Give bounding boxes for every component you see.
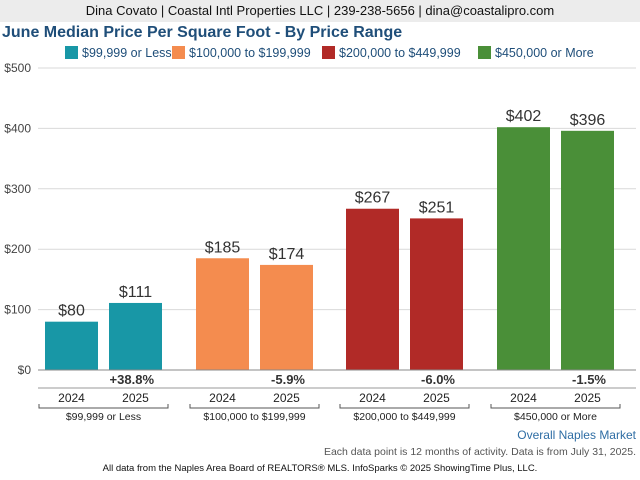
- x-axis: 2024 2025 $99,999 or Less 2024 2025 $100,000 …: [38, 369, 636, 423]
- y-tick-label-100: $100: [4, 303, 31, 317]
- x-tick-year-group2-2025: 2025: [273, 391, 300, 405]
- group-bracket-3: [339, 404, 470, 409]
- change-label-group1: +38.8%: [110, 372, 155, 387]
- contact-header: Dina Covato | Coastal Intl Properties LL…: [0, 0, 640, 22]
- data-label-group2-2024: $185: [205, 239, 241, 256]
- bar-group1-2024: [45, 321, 98, 370]
- bar-group2-2025: [260, 264, 313, 370]
- change-label-group4: -1.5%: [572, 372, 606, 387]
- bar-group4-2024: [497, 127, 550, 370]
- group-label-1: $99,999 or Less: [66, 411, 141, 423]
- change-label-group3: -6.0%: [421, 372, 455, 387]
- group-label-3: $200,000 to $449,999: [353, 411, 455, 423]
- x-tick-year-group4-2025: 2025: [574, 391, 601, 405]
- y-tick-label-500: $500: [4, 61, 31, 75]
- bars: $80 $111 +38.8% $185 $174 -5.9% $267 $251 -6.0% $…: [45, 108, 614, 387]
- y-tick-label-0: $0: [18, 363, 32, 377]
- x-tick-year-group2-2024: 2024: [209, 391, 236, 405]
- group-bracket-1: [38, 404, 169, 409]
- legend-swatch-1: [65, 46, 78, 59]
- group-bracket-4: [490, 404, 621, 409]
- bar-group4-2025: [561, 130, 614, 370]
- region-label: Overall Naples Market: [517, 428, 636, 442]
- legend-label-4: $450,000 or More: [495, 46, 594, 60]
- group-bracket-2: [189, 404, 320, 409]
- data-label-group3-2024: $267: [355, 190, 391, 207]
- data-label-group2-2025: $174: [269, 246, 305, 263]
- data-note: Each data point is 12 months of activity…: [323, 446, 636, 458]
- data-label-group4-2024: $402: [506, 108, 542, 125]
- change-label-group2: -5.9%: [271, 372, 305, 387]
- group-label-2: $100,000 to $199,999: [203, 411, 305, 423]
- y-tick-label-200: $200: [4, 242, 31, 256]
- legend-label-1: $99,999 or Less: [82, 46, 172, 60]
- bar-group3-2024: [346, 208, 399, 370]
- y-tick-label-300: $300: [4, 182, 31, 196]
- legend-swatch-2: [172, 46, 185, 59]
- x-tick-year-group3-2024: 2024: [359, 391, 386, 405]
- legend-label-2: $100,000 to $199,999: [189, 46, 311, 60]
- data-label-group3-2025: $251: [419, 199, 455, 216]
- legend-label-3: $200,000 to $449,999: [339, 46, 461, 60]
- data-label-group1-2024: $80: [58, 303, 85, 320]
- bar-group2-2024: [196, 258, 249, 370]
- bar-group3-2025: [410, 218, 463, 370]
- group-label-4: $450,000 or More: [514, 411, 597, 423]
- legend-swatch-3: [322, 46, 335, 59]
- chart-title: June Median Price Per Square Foot - By P…: [2, 24, 403, 41]
- x-tick-year-group1-2024: 2024: [58, 391, 85, 405]
- data-label-group4-2025: $396: [570, 112, 606, 129]
- bar-group1-2025: [109, 302, 162, 370]
- legend-swatch-4: [478, 46, 491, 59]
- data-label-group1-2025: $111: [119, 284, 152, 301]
- legend: $99,999 or Less $100,000 to $199,999 $200,…: [65, 46, 594, 60]
- footer-credit: All data from the Naples Area Board of R…: [102, 463, 538, 474]
- x-tick-year-group4-2024: 2024: [510, 391, 537, 405]
- y-tick-label-400: $400: [4, 121, 31, 135]
- x-tick-year-group1-2025: 2025: [122, 391, 149, 405]
- x-tick-year-group3-2025: 2025: [423, 391, 450, 405]
